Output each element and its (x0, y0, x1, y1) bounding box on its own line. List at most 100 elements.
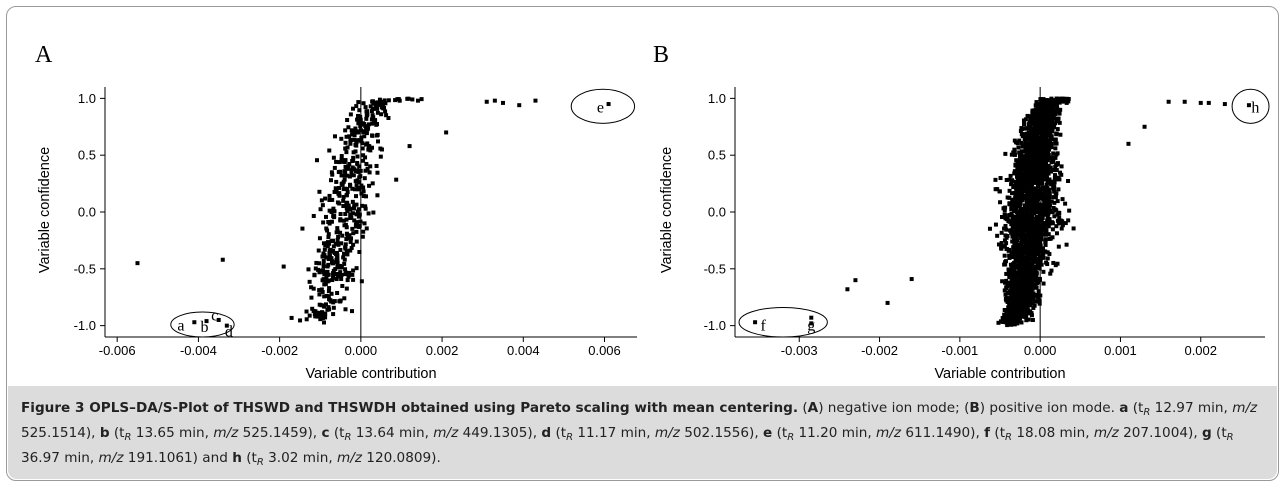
data-point (1041, 203, 1045, 207)
data-point (993, 178, 997, 182)
data-point (361, 123, 365, 127)
data-point (1011, 262, 1015, 266)
y-tick-label: 0.5 (708, 148, 726, 163)
data-point (1023, 303, 1027, 307)
data-point (340, 173, 344, 177)
data-point (1039, 102, 1043, 106)
data-point (337, 202, 341, 206)
data-point (378, 98, 382, 102)
caption-mz-value: 207.1004) (1119, 425, 1194, 441)
data-point (1053, 156, 1057, 160)
data-point (349, 171, 353, 175)
x-tick-label: -0.003 (781, 343, 818, 358)
caption-fragment: , (976, 425, 985, 441)
data-point (1010, 191, 1014, 195)
data-point (346, 190, 350, 194)
data-point (1053, 176, 1057, 180)
data-point (343, 245, 347, 249)
data-point (282, 265, 286, 269)
caption-fragment: (t (551, 425, 566, 441)
data-point (1007, 272, 1011, 276)
data-point (1057, 177, 1061, 181)
data-point (994, 187, 998, 191)
data-point (1023, 203, 1027, 207)
data-point (1032, 270, 1036, 274)
data-point (1052, 184, 1056, 188)
data-point (305, 310, 309, 314)
data-point (910, 277, 914, 281)
data-point (345, 135, 349, 139)
data-point (410, 97, 414, 101)
data-point (371, 181, 375, 185)
data-point (1058, 121, 1062, 125)
data-point (312, 214, 316, 218)
point-annotation: c (211, 307, 218, 324)
data-point (1028, 114, 1032, 118)
data-point (1041, 97, 1045, 101)
data-point (341, 181, 345, 185)
data-point (371, 211, 375, 215)
data-point (1025, 213, 1029, 217)
data-point (308, 280, 312, 284)
data-point (1060, 164, 1064, 168)
caption-retention-time: 12.97 min, (1150, 400, 1232, 416)
data-point (1046, 122, 1050, 126)
data-point (1041, 123, 1045, 127)
data-point (1003, 152, 1007, 156)
data-point (361, 235, 365, 239)
data-point (1010, 288, 1014, 292)
data-point (357, 164, 361, 168)
data-point (358, 115, 362, 119)
caption-mz-value: 525.1514) (21, 425, 91, 441)
data-point (1003, 224, 1007, 228)
data-point (343, 187, 347, 191)
data-point (1009, 319, 1013, 323)
data-point (1023, 311, 1027, 315)
data-point (356, 170, 360, 174)
data-point (1066, 179, 1070, 183)
data-point (1207, 101, 1211, 105)
data-point (1008, 229, 1012, 233)
caption-mz-label: m/z (655, 425, 680, 441)
data-point (1032, 258, 1036, 262)
data-point (1041, 177, 1045, 181)
data-point (339, 212, 343, 216)
data-point (1036, 165, 1040, 169)
data-point (368, 170, 372, 174)
data-point (1050, 199, 1054, 203)
data-point (1038, 143, 1042, 147)
data-point (1022, 273, 1026, 277)
data-point (1031, 146, 1035, 150)
data-point (1012, 255, 1016, 259)
x-tick-label: 0.001 (1104, 343, 1137, 358)
point-annotation: a (177, 318, 184, 335)
data-point (1050, 125, 1054, 129)
data-point (316, 268, 320, 272)
data-point (350, 246, 354, 250)
data-point (1040, 134, 1044, 138)
data-point (1027, 184, 1031, 188)
data-point (352, 150, 356, 154)
data-point (355, 266, 359, 270)
caption-retention-time: 36.97 min, (21, 450, 99, 466)
figure-caption: Figure 3 OPLS–DA/S-Plot of THSWD and THS… (21, 398, 1269, 473)
caption-mz-label: m/z (433, 425, 458, 441)
data-point (1019, 290, 1023, 294)
data-point (305, 317, 309, 321)
data-point (1003, 254, 1007, 258)
y-tick-label: -0.5 (704, 261, 726, 276)
data-point (1015, 242, 1019, 246)
data-point (853, 278, 857, 282)
caption-mz-label: m/z (337, 450, 362, 466)
caption-fragment: (t (330, 425, 345, 441)
data-point (365, 113, 369, 117)
data-point (375, 103, 379, 107)
data-point (1013, 139, 1017, 143)
data-point (344, 307, 348, 311)
data-point (1000, 241, 1004, 245)
data-point (1019, 320, 1023, 324)
data-point (1034, 294, 1038, 298)
data-point (1045, 194, 1049, 198)
data-point (1058, 133, 1062, 137)
data-point (357, 108, 361, 112)
